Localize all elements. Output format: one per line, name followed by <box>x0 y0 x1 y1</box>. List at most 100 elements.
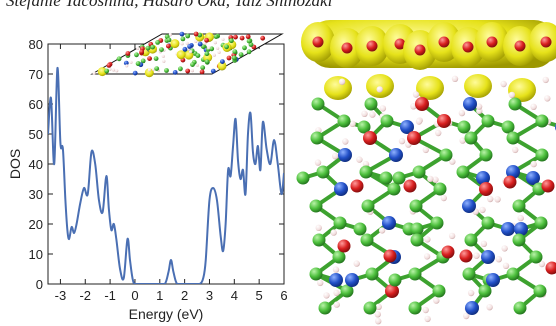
inset-atom <box>106 63 112 68</box>
carbon-atom <box>340 284 354 298</box>
oxygen-atom <box>383 249 397 263</box>
inset-atom <box>187 44 193 49</box>
isosurface-core-atom <box>394 38 406 50</box>
oxygen-atom <box>459 249 473 263</box>
nitrogen-atom <box>506 165 520 179</box>
inset-atom <box>108 67 112 71</box>
inset-atom <box>197 32 203 38</box>
x-tick-label: -1 <box>104 288 116 303</box>
hydrogen-atom <box>330 229 337 236</box>
y-tick-label: 50 <box>29 127 43 142</box>
inset-atom <box>209 46 215 52</box>
hydrogen-atom <box>338 78 346 85</box>
inset-atom <box>260 35 266 41</box>
inset-atom <box>166 43 171 49</box>
isosurface-core-atom <box>414 44 426 56</box>
oxygen-atom <box>479 182 493 196</box>
hydrogen-atom <box>374 311 381 318</box>
inset-atom <box>207 46 211 50</box>
y-axis: 0 10 20 30 40 50 60 70 80 <box>29 37 284 292</box>
isosurface-core-atom <box>486 36 498 48</box>
carbon-atom <box>318 301 332 315</box>
inset-atom <box>239 35 245 41</box>
inset-atom <box>151 67 156 71</box>
isosurface-core-atom <box>514 40 526 52</box>
inset-atom <box>116 56 122 62</box>
carbon-atom <box>456 165 470 179</box>
inset-atom <box>248 42 254 47</box>
inset-atom <box>140 58 146 64</box>
dos-series-line <box>48 66 284 284</box>
hydrogen-atom <box>333 289 340 297</box>
y-tick-label: 70 <box>29 67 43 82</box>
inset-atom <box>180 36 186 42</box>
dos-chart: 0 10 20 30 40 50 60 70 80 -3 -2 -1 0 1 2 3 4 5 6 DOS Ener… <box>7 31 288 322</box>
inset-atom <box>245 34 251 40</box>
carbon-atom <box>360 233 374 247</box>
inset-atom <box>135 61 141 66</box>
carbon-atom <box>365 267 379 281</box>
inset-atom <box>220 59 225 64</box>
carbon-atom <box>533 284 547 298</box>
inset-atom <box>238 52 244 57</box>
carbon-atom <box>359 165 373 179</box>
carbon-atom <box>512 199 526 213</box>
atom-layer <box>296 75 556 325</box>
inset-atom <box>189 50 193 54</box>
carbon-atom <box>512 233 526 247</box>
inset-atom <box>204 37 210 43</box>
inset-atom <box>104 68 110 74</box>
oxygen-atom <box>441 245 455 259</box>
oxygen-atom <box>545 261 556 275</box>
inset-atom <box>246 38 252 44</box>
carbon-atom <box>412 165 426 179</box>
carbon-atom <box>337 114 351 128</box>
inset-atom <box>161 54 165 58</box>
hydrogen-atom <box>449 158 456 165</box>
oxygen-atom <box>385 284 399 298</box>
inset-atom <box>232 49 238 54</box>
isosurface-small-lobe <box>366 74 394 98</box>
inset-atom <box>212 53 216 57</box>
carbon-atom <box>380 114 394 128</box>
nitrogen-atom <box>463 97 477 111</box>
carbon-atom <box>478 284 492 298</box>
carbon-atom <box>410 233 424 247</box>
hydrogen-atom <box>508 91 516 99</box>
inset-atom <box>145 45 151 51</box>
nitrogen-atom <box>465 301 479 315</box>
hydrogen-atom <box>314 159 322 166</box>
x-tick-label: 3 <box>206 288 213 303</box>
inset-atom <box>231 55 237 61</box>
nitrogen-atom <box>334 182 348 196</box>
x-tick-label: 2 <box>181 288 188 303</box>
y-tick-label: 80 <box>29 37 43 52</box>
hydrogen-atom <box>458 109 466 117</box>
hydrogen-atom <box>332 266 340 273</box>
carbon-atom <box>534 216 548 230</box>
inset-atom <box>162 59 166 63</box>
hydrogen-atom <box>361 110 368 118</box>
nitrogen-atom <box>338 148 352 162</box>
hydrogen-atom <box>451 75 459 83</box>
hydrogen-atom <box>480 240 488 247</box>
inset-atom <box>210 68 216 74</box>
carbon-atom <box>357 120 371 134</box>
hydrogen-atom <box>479 206 486 214</box>
nitrogen-atom <box>400 120 414 134</box>
hydrogen-atom <box>433 297 440 304</box>
inset-atom <box>217 61 227 71</box>
oxygen-atom <box>503 175 517 189</box>
inset-atom <box>242 45 247 51</box>
inset-atom <box>154 66 160 71</box>
hydrogen-atom <box>375 303 382 310</box>
carbon-atom <box>535 148 549 162</box>
carbon-atom <box>457 120 471 134</box>
hydrogen-atom <box>342 138 349 145</box>
carbon-atom <box>501 120 515 134</box>
inset-atom <box>97 67 107 77</box>
hydrogen-atom <box>440 194 447 202</box>
hydrogen-atom <box>530 103 537 111</box>
hydrogen-atom <box>375 318 382 325</box>
